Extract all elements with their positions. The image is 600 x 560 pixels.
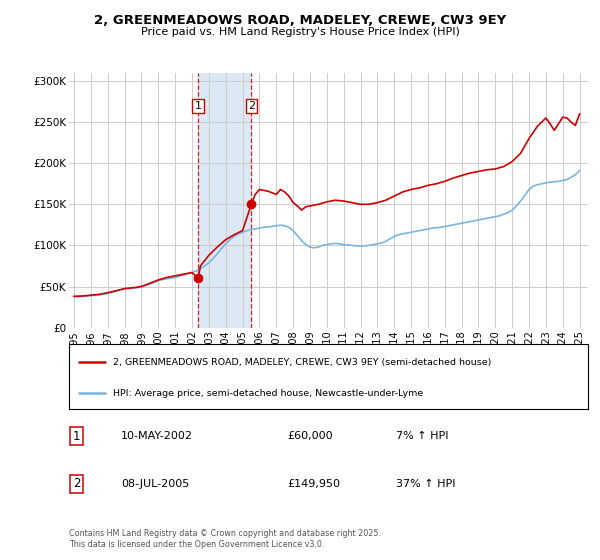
Text: HPI: Average price, semi-detached house, Newcastle-under-Lyme: HPI: Average price, semi-detached house,… <box>113 389 424 398</box>
Text: 2, GREENMEADOWS ROAD, MADELEY, CREWE, CW3 9EY: 2, GREENMEADOWS ROAD, MADELEY, CREWE, CW… <box>94 14 506 27</box>
Text: 08-JUL-2005: 08-JUL-2005 <box>121 479 189 489</box>
Text: £149,950: £149,950 <box>287 479 340 489</box>
Text: £60,000: £60,000 <box>287 431 332 441</box>
Text: 37% ↑ HPI: 37% ↑ HPI <box>396 479 455 489</box>
Text: 7% ↑ HPI: 7% ↑ HPI <box>396 431 448 441</box>
Bar <box>198 73 251 328</box>
Text: 1: 1 <box>194 101 202 111</box>
Text: Price paid vs. HM Land Registry's House Price Index (HPI): Price paid vs. HM Land Registry's House … <box>140 27 460 37</box>
Text: 2: 2 <box>248 101 255 111</box>
Text: 2: 2 <box>73 477 80 491</box>
Text: 1: 1 <box>73 430 80 443</box>
Text: 10-MAY-2002: 10-MAY-2002 <box>121 431 193 441</box>
Text: 2, GREENMEADOWS ROAD, MADELEY, CREWE, CW3 9EY (semi-detached house): 2, GREENMEADOWS ROAD, MADELEY, CREWE, CW… <box>113 358 491 367</box>
Text: Contains HM Land Registry data © Crown copyright and database right 2025.
This d: Contains HM Land Registry data © Crown c… <box>69 529 381 549</box>
